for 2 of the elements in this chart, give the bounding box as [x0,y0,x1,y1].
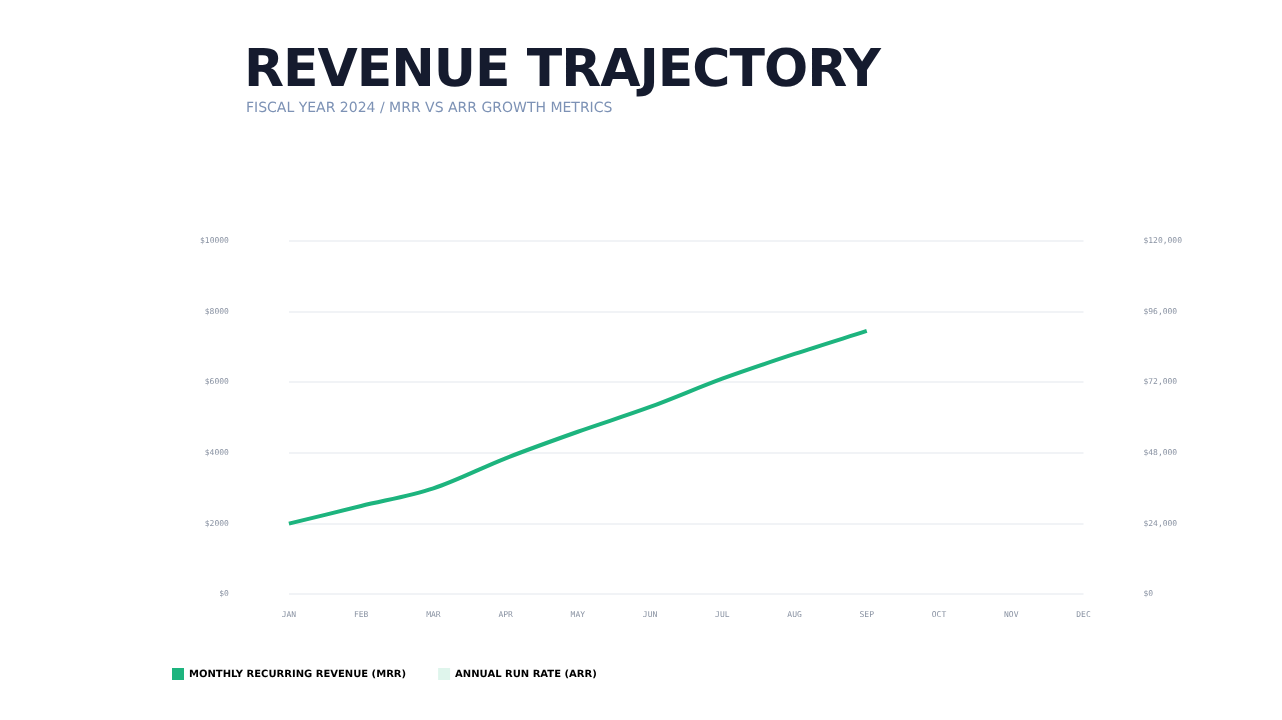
line-series [286,328,869,526]
chart-title: REVENUE TRAJECTORY [244,40,881,100]
